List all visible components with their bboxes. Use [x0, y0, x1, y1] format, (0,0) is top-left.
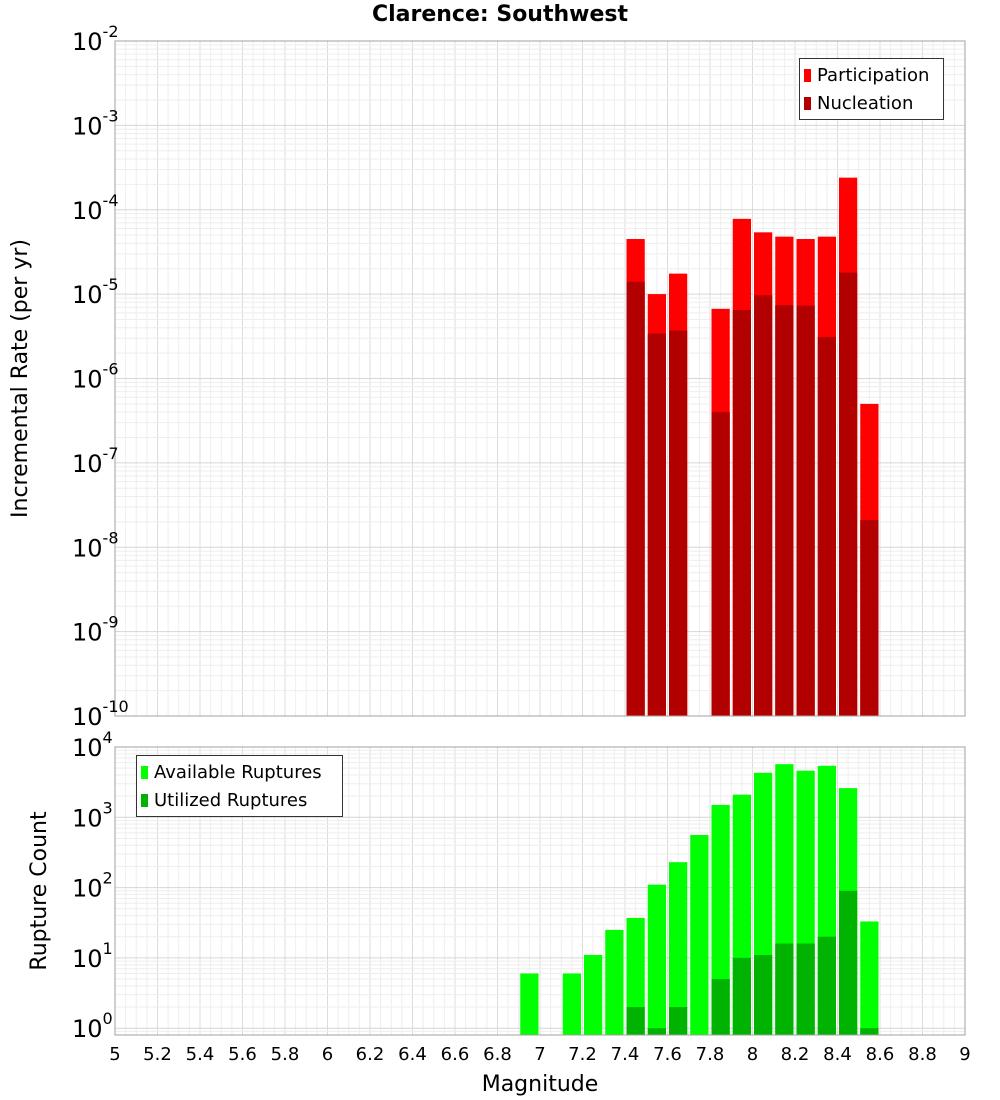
x-tick-label: 6.8 — [483, 1044, 512, 1065]
bar — [817, 936, 836, 1035]
y-tick-label: 10-6 — [72, 360, 119, 394]
y-tick-label: 10-10 — [72, 697, 129, 731]
x-tick-label: 5.6 — [228, 1044, 257, 1065]
bar — [817, 337, 836, 716]
bar — [605, 929, 624, 1035]
y-tick-label: 104 — [72, 728, 113, 762]
bar — [711, 804, 730, 1035]
x-tick-label: 8 — [747, 1044, 758, 1065]
y-axis-label-count: Rupture Count — [27, 811, 52, 971]
x-tick-label: 7.8 — [696, 1044, 725, 1065]
bar — [775, 943, 794, 1035]
x-tick-label: 5.2 — [143, 1044, 172, 1065]
bar — [860, 921, 879, 1035]
y-tick-label: 10-8 — [72, 528, 119, 562]
x-tick-label: 6.4 — [398, 1044, 427, 1065]
legend-swatch-utilized — [141, 793, 148, 807]
x-tick-label: 8.2 — [781, 1044, 810, 1065]
bar — [796, 943, 815, 1035]
bar — [775, 305, 794, 716]
x-tick-label: 9 — [959, 1044, 970, 1065]
x-tick-label: 6.2 — [356, 1044, 385, 1065]
bar — [647, 1028, 666, 1035]
y-tick-label: 10-4 — [72, 191, 119, 225]
gridlines-rate — [114, 40, 966, 717]
plot-frame-rate — [114, 40, 966, 717]
bar — [732, 957, 751, 1035]
bar — [690, 834, 709, 1035]
y-tick-label: 10-7 — [72, 444, 119, 478]
y-tick-label: 102 — [72, 869, 113, 903]
bar — [860, 520, 879, 716]
bar — [626, 1007, 645, 1035]
legend-swatch-nucleation — [804, 96, 811, 110]
x-tick-label: 6.6 — [441, 1044, 470, 1065]
bar — [669, 862, 688, 1035]
x-tick-label: 5.8 — [271, 1044, 300, 1065]
bar — [732, 309, 751, 716]
bar — [839, 272, 858, 716]
bar — [711, 979, 730, 1035]
x-tick-label: 6 — [322, 1044, 333, 1065]
bar — [754, 295, 773, 716]
y-tick-label: 103 — [72, 798, 113, 832]
legend-label-available: Available Ruptures — [154, 761, 322, 783]
bar — [669, 1007, 688, 1035]
y-axis-label-rate: Incremental Rate (per yr) — [8, 239, 33, 518]
x-tick-label: 5.4 — [186, 1044, 215, 1065]
bar — [562, 973, 581, 1035]
bars-nucleation — [626, 272, 879, 716]
legend-item-nucleation: Nucleation — [804, 89, 939, 117]
chart-title: Clarence: Southwest — [371, 2, 629, 27]
y-tick-label: 10-2 — [72, 22, 119, 56]
bar — [711, 412, 730, 716]
y-tick-label: 10-5 — [72, 275, 119, 309]
bar — [626, 281, 645, 716]
legend-swatch-available — [141, 765, 148, 779]
y-tick-label: 10-3 — [72, 106, 119, 140]
bars-utilized-ruptures — [626, 890, 879, 1035]
bar — [647, 333, 666, 716]
x-tick-label: 7 — [534, 1044, 545, 1065]
legend-rate: Participation Nucleation — [799, 58, 944, 120]
legend-item-utilized: Utilized Ruptures — [141, 786, 338, 814]
bar — [669, 330, 688, 716]
bar — [584, 954, 603, 1035]
bar — [754, 954, 773, 1035]
plot-frame-count — [114, 746, 966, 1036]
legend-item-available: Available Ruptures — [141, 758, 338, 786]
x-tick-label: 8.6 — [866, 1044, 895, 1065]
x-tick-label: 8.4 — [823, 1044, 852, 1065]
bar — [796, 305, 815, 716]
x-tick-label: 5 — [109, 1044, 120, 1065]
bar — [860, 1028, 879, 1035]
bar — [839, 890, 858, 1035]
y-tick-label: 100 — [72, 1009, 113, 1043]
legend-item-participation: Participation — [804, 61, 939, 89]
x-tick-label: 7.2 — [568, 1044, 597, 1065]
y-tick-label: 10-9 — [72, 613, 119, 647]
bar — [626, 917, 645, 1035]
legend-swatch-participation — [804, 68, 811, 82]
y-tick-label: 101 — [72, 939, 113, 973]
x-axis-label: Magnitude — [482, 1072, 599, 1097]
legend-label-utilized: Utilized Ruptures — [154, 789, 308, 811]
bars-available-ruptures — [520, 764, 879, 1035]
x-tick-label: 7.6 — [653, 1044, 682, 1065]
x-tick-label: 8.8 — [908, 1044, 937, 1065]
bar — [520, 973, 539, 1035]
legend-label-nucleation: Nucleation — [817, 92, 914, 114]
x-tick-label: 7.4 — [611, 1044, 640, 1065]
bar — [647, 884, 666, 1035]
legend-label-participation: Participation — [817, 64, 930, 86]
legend-ruptures: Available Ruptures Utilized Ruptures — [136, 755, 343, 817]
